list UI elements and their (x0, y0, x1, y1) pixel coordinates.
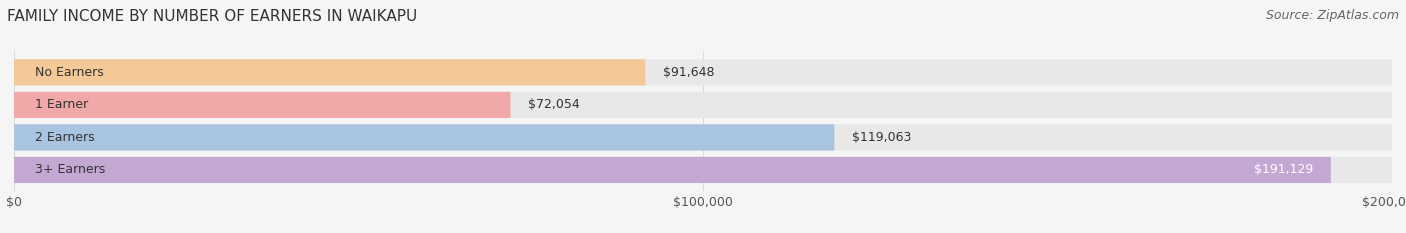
Text: No Earners: No Earners (35, 66, 104, 79)
FancyBboxPatch shape (14, 124, 834, 151)
FancyBboxPatch shape (14, 124, 1392, 151)
FancyBboxPatch shape (14, 59, 1392, 86)
Text: $119,063: $119,063 (852, 131, 911, 144)
Text: 2 Earners: 2 Earners (35, 131, 94, 144)
Text: FAMILY INCOME BY NUMBER OF EARNERS IN WAIKAPU: FAMILY INCOME BY NUMBER OF EARNERS IN WA… (7, 9, 418, 24)
Text: 1 Earner: 1 Earner (35, 98, 87, 111)
FancyBboxPatch shape (14, 157, 1392, 183)
FancyBboxPatch shape (14, 157, 1331, 183)
Text: $72,054: $72,054 (527, 98, 579, 111)
Text: $191,129: $191,129 (1254, 163, 1313, 176)
Text: Source: ZipAtlas.com: Source: ZipAtlas.com (1265, 9, 1399, 22)
Text: 3+ Earners: 3+ Earners (35, 163, 105, 176)
FancyBboxPatch shape (14, 59, 645, 86)
FancyBboxPatch shape (14, 92, 510, 118)
Text: $91,648: $91,648 (662, 66, 714, 79)
FancyBboxPatch shape (14, 92, 1392, 118)
